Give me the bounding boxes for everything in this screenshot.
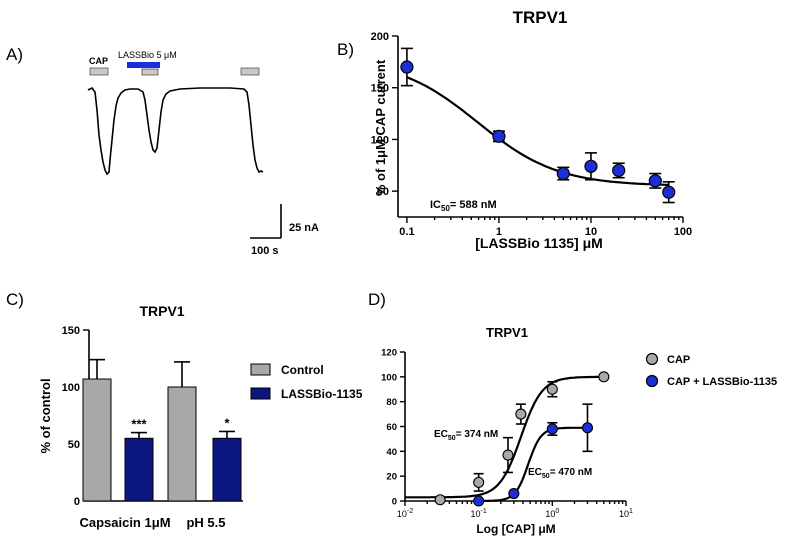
panel-a-label: A) [6, 45, 23, 64]
chart-b-point [584, 159, 598, 173]
chart-b-point [648, 174, 662, 188]
chart-b-xtick-label: 10 [585, 226, 597, 238]
panel-d-label: D) [368, 290, 386, 309]
legend-marker-cap [645, 352, 659, 366]
chart-c-significance: * [224, 415, 230, 430]
chart-c-category-2: pH 5.5 [186, 515, 225, 530]
chart-d-ytick-label: 120 [381, 348, 397, 359]
chart-d-xtick-label: 10-1 [471, 508, 487, 519]
panel-b: B) TRPV1 50 100 150 200 0.1 1 10 100 % of 1μM C… [337, 8, 692, 251]
chart-c-bar [82, 378, 112, 502]
panel-b-label: B) [337, 40, 354, 59]
chart-d-point [502, 449, 514, 461]
chart-b-ic50: IC50= 588 nM [430, 199, 497, 213]
chart-b-point [662, 185, 676, 199]
chart-d-point [546, 383, 558, 395]
chart-d-ec50-cap: EC50= 374 nM [434, 429, 498, 442]
chart-c-category-1: Capsaicin 1μM [79, 515, 170, 530]
chart-b-ticks: 50 100 150 200 0.1 1 10 100 [371, 31, 693, 238]
chart-b-xtick-label: 1 [496, 226, 502, 238]
chart-d-title: TRPV1 [486, 325, 528, 340]
chart-c-title: TRPV1 [139, 303, 184, 319]
chart-d-point [508, 487, 520, 500]
chart-b-xtick-label: 0.1 [399, 226, 414, 238]
chart-d-ticks: 0 20 40 60 80 100 120 10-2 10-1 100 101 [381, 348, 633, 520]
chart-d-point [546, 423, 558, 435]
chart-b-points [400, 47, 676, 204]
scale-current-label: 25 nA [289, 222, 319, 234]
chart-d-xlabel: Log [CAP] μM [476, 522, 555, 536]
chart-d-ytick-label: 0 [392, 497, 397, 508]
chart-c-bar [124, 437, 154, 502]
chart-c-significance: *** [131, 417, 147, 432]
chart-c-legend: Control LASSBio-1135 [250, 363, 363, 401]
chart-d-xtick-label: 10-2 [397, 508, 413, 519]
chart-b-ytick-label: 150 [371, 83, 389, 95]
cap-bar-2 [141, 68, 159, 76]
legend-swatch-lassbio [250, 387, 271, 400]
chart-c-ytick-label: 50 [68, 439, 80, 451]
chart-b-fit-curve [406, 76, 669, 186]
chart-b-axes [397, 36, 683, 218]
chart-d-ec50-lassbio: EC50= 470 nM [528, 467, 592, 480]
cap-bar-3 [240, 67, 260, 76]
chart-c-ylabel: % of control [38, 378, 53, 453]
chart-d-ytick-label: 100 [381, 372, 397, 383]
chart-c-ytick-label: 150 [62, 325, 80, 337]
cap-bar-1 [89, 67, 109, 76]
scale-time-label: 100 s [251, 245, 279, 257]
lassbio-label: LASSBio 5 μM [118, 50, 177, 60]
chart-b-point [492, 129, 506, 143]
chart-b-point [556, 166, 570, 181]
chart-d-xtick-label: 100 [545, 508, 559, 519]
legend-label-lassbio: LASSBio-1135 [281, 387, 363, 401]
chart-d-point [598, 371, 610, 383]
chart-c-ytick-label: 0 [74, 496, 80, 508]
chart-d-point [473, 495, 485, 507]
chart-b-point [612, 163, 626, 178]
chart-b-title: TRPV1 [513, 8, 568, 27]
chart-b-ytick-label: 100 [371, 134, 389, 146]
chart-c-ytick-label: 100 [62, 382, 80, 394]
chart-d-ytick-label: 40 [386, 447, 397, 458]
chart-b-xtick-label: 100 [674, 226, 692, 238]
legend-label-control: Control [281, 363, 324, 377]
chart-d-point [581, 422, 594, 434]
chart-d-ytick-label: 60 [386, 422, 397, 433]
chart-d-point [515, 408, 527, 420]
chart-d-legend: CAP CAP + LASSBio-1135 [645, 352, 777, 388]
chart-b-ylabel: % of 1μM CAP current [373, 59, 388, 196]
cap-label: CAP [89, 56, 108, 66]
chart-b-ytick-label: 200 [371, 31, 389, 43]
chart-b-point [400, 60, 414, 74]
chart-b-ytick-label: 50 [377, 186, 389, 198]
chart-c-bar [212, 437, 242, 502]
legend-label-cap: CAP [667, 354, 690, 366]
chart-d-point [473, 476, 485, 488]
chart-c-bar [167, 386, 197, 502]
chart-d-fit-curve [478, 426, 588, 503]
current-trace [87, 86, 264, 176]
legend-swatch-control [250, 363, 271, 376]
chart-c-bars: *** * [82, 358, 242, 502]
chart-d-ytick-label: 80 [386, 397, 397, 408]
chart-b-xlabel: [LASSBio 1135] μM [475, 235, 603, 251]
chart-d-xtick-label: 101 [619, 508, 633, 519]
legend-marker-cap-lassbio [645, 374, 659, 388]
chart-d-point [434, 494, 446, 506]
panel-a: A) CAP LASSBio 5 μM 25 nA 100 s [6, 45, 319, 257]
lassbio-bar [127, 62, 160, 68]
panel-d: D) TRPV1 0 20 40 60 80 100 120 10-2 10-1 100 101 L… [368, 290, 777, 536]
chart-d-points [434, 371, 610, 507]
panel-c-label: C) [6, 290, 24, 309]
chart-d-ytick-label: 20 [386, 472, 397, 483]
legend-label-cap-lassbio: CAP + LASSBio-1135 [667, 376, 777, 388]
